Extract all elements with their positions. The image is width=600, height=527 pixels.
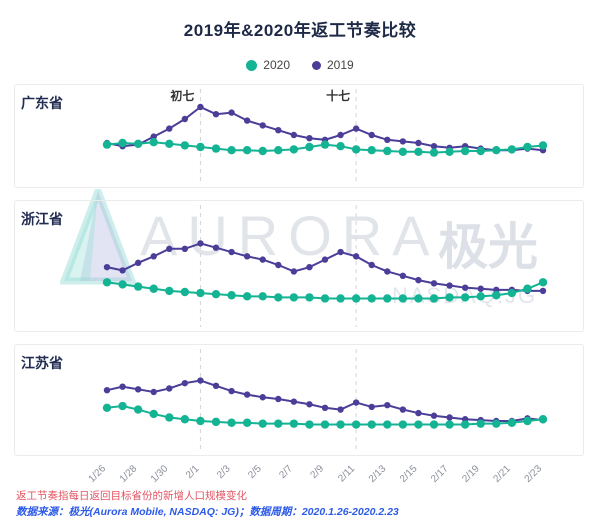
legend-dot-2020 (246, 59, 258, 71)
province-label-jiangsu: 江苏省 (21, 355, 63, 371)
svg-text:十七: 十七 (326, 88, 350, 103)
svg-text:2/11: 2/11 (336, 463, 357, 484)
footnote-definition: 返工节奏指每日返回目标省份的新增人口规模变化 (16, 490, 247, 502)
svg-text:2/7: 2/7 (277, 463, 295, 481)
legend-dot-2019 (312, 60, 321, 70)
svg-text:2/9: 2/9 (309, 463, 327, 481)
svg-text:2/3: 2/3 (215, 463, 233, 481)
chart-panel-jiangsu: 江苏省 (14, 344, 584, 456)
svg-text:1/26: 1/26 (87, 463, 109, 485)
chart-panel-guangdong: 广东省 初七 十七 (14, 84, 584, 188)
svg-text:2/23: 2/23 (523, 463, 545, 485)
svg-text:1/30: 1/30 (149, 463, 171, 485)
chart-legend: 2020 2019 (0, 58, 600, 72)
svg-text:2/19: 2/19 (460, 463, 482, 485)
x-axis: 1/26 1/28 1/30 2/1 2/3 2/5 2/7 2/9 2/11 2/13 2/15 2… (87, 463, 545, 485)
svg-text:2/5: 2/5 (246, 463, 264, 481)
footnote-source: 数据来源：极光(Aurora Mobile, NASDAQ: JG)；数据周期：… (16, 506, 399, 518)
legend-item-2019: 2019 (312, 58, 354, 72)
svg-text:2/13: 2/13 (367, 463, 389, 485)
svg-text:2/21: 2/21 (491, 463, 513, 485)
legend-item-2020: 2020 (246, 58, 290, 72)
legend-label-2020: 2020 (263, 58, 290, 72)
legend-label-2019: 2019 (327, 58, 354, 72)
chart-panel-zhejiang: 浙江省 (14, 200, 584, 332)
svg-text:初七: 初七 (170, 88, 194, 103)
svg-text:1/28: 1/28 (118, 463, 140, 485)
chart-canvas-jiangsu (102, 349, 548, 451)
svg-text:2/15: 2/15 (398, 463, 420, 485)
page-title: 2019年&2020年返工节奏比较 (183, 21, 417, 40)
chart-canvas-guangdong: 初七 十七 (102, 88, 548, 183)
province-label-guangdong: 广东省 (21, 95, 63, 111)
chart-canvas-zhejiang (102, 205, 548, 327)
svg-text:2/1: 2/1 (184, 463, 202, 481)
svg-text:2/17: 2/17 (429, 463, 451, 485)
province-label-zhejiang: 浙江省 (21, 211, 63, 227)
